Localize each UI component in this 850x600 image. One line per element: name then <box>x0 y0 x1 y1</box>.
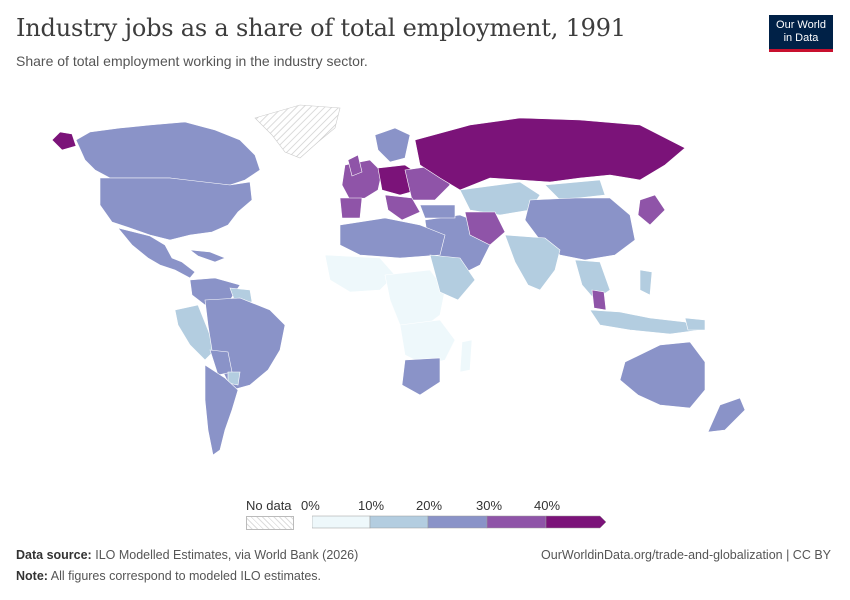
region-western-europe[interactable] <box>341 159 383 201</box>
legend-bin-3[interactable] <box>486 515 547 529</box>
region-russia[interactable] <box>414 117 686 191</box>
region-mongolia[interactable] <box>544 179 606 201</box>
legend-bin-1[interactable] <box>369 515 429 529</box>
legend-tick-3: 30% <box>476 498 503 513</box>
region-philippines[interactable] <box>639 269 653 296</box>
region-southern-africa[interactable] <box>399 319 456 366</box>
chart-title: Industry jobs as a share of total employ… <box>16 14 626 42</box>
legend-bin-4[interactable] <box>545 515 607 529</box>
region-new-zealand[interactable] <box>707 397 746 433</box>
legend-tick-4: 40% <box>534 498 561 513</box>
region-argentina[interactable] <box>204 364 239 456</box>
region-italy-balkans[interactable] <box>384 194 421 221</box>
region-malaysia[interactable] <box>591 289 607 311</box>
legend-bin-2[interactable] <box>427 515 488 529</box>
region-peru[interactable] <box>174 304 216 361</box>
legend-tick-2: 20% <box>416 498 443 513</box>
region-canada[interactable] <box>75 121 261 186</box>
legend-tick-0: 0% <box>301 498 320 513</box>
region-caribbean[interactable] <box>188 249 226 263</box>
region-scandinavia[interactable] <box>374 127 411 163</box>
region-madagascar[interactable] <box>459 339 473 373</box>
region-australia[interactable] <box>619 341 706 409</box>
region-usa[interactable] <box>99 177 253 241</box>
legend-bin-0[interactable] <box>312 515 371 529</box>
region-indonesia[interactable] <box>589 309 701 335</box>
legend-color-bar[interactable] <box>312 515 608 531</box>
region-mexico[interactable] <box>117 227 196 279</box>
region-japan-korea[interactable] <box>637 194 666 226</box>
legend-no-data-label: No data <box>246 498 292 513</box>
region-png[interactable] <box>684 317 706 331</box>
legend-no-data-swatch <box>246 516 294 530</box>
world-map[interactable] <box>0 95 850 495</box>
region-india[interactable] <box>504 234 561 291</box>
region-south-africa[interactable] <box>401 357 441 396</box>
data-source: Data source: ILO Modelled Estimates, via… <box>16 548 359 562</box>
region-iran[interactable] <box>464 211 506 246</box>
legend-tick-1: 10% <box>358 498 385 513</box>
region-iberia[interactable] <box>339 197 363 219</box>
region-east-africa[interactable] <box>429 254 476 301</box>
region-west-africa[interactable] <box>324 254 396 293</box>
owid-logo[interactable]: Our World in Data <box>769 15 833 52</box>
region-uk[interactable] <box>347 154 363 177</box>
region-turkey[interactable] <box>419 204 456 219</box>
region-greenland[interactable] <box>254 104 341 159</box>
footnote: Note: All figures correspond to modeled … <box>16 569 322 583</box>
region-north-africa[interactable] <box>339 217 446 259</box>
region-paraguay[interactable] <box>227 371 241 386</box>
source-url-link[interactable]: OurWorldinData.org/trade-and-globalizati… <box>541 548 831 562</box>
region-alaska[interactable] <box>51 131 77 151</box>
chart-subtitle: Share of total employment working in the… <box>16 53 368 69</box>
